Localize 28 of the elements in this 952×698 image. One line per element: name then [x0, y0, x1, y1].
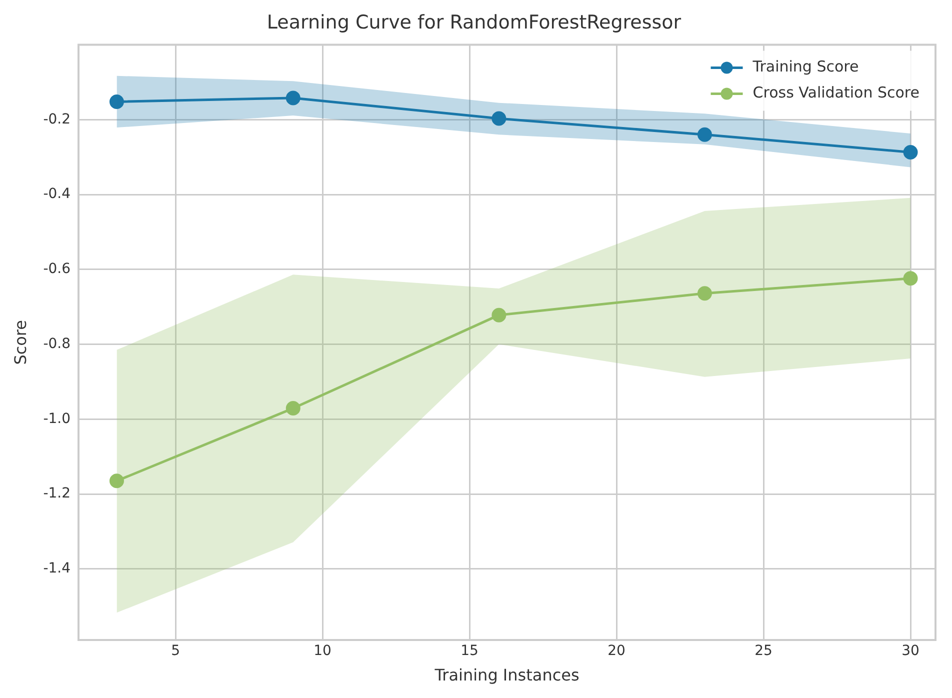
- x-tick-label: 25: [754, 643, 772, 660]
- x-tick-label: 20: [608, 643, 626, 660]
- point: [109, 474, 124, 488]
- point: [286, 90, 300, 106]
- legend-label: Training Score: [752, 58, 859, 76]
- x-tick-label: 5: [171, 643, 180, 660]
- y-tick-label: -0.2: [43, 111, 71, 128]
- point: [492, 111, 506, 126]
- legend-label: Cross Validation Score: [752, 84, 920, 102]
- point: [492, 308, 506, 322]
- point: [697, 127, 712, 142]
- point: [109, 94, 124, 109]
- y-tick-label: -1.0: [43, 410, 71, 427]
- point: [903, 144, 918, 160]
- y-tick-label: -0.4: [43, 186, 71, 202]
- x-axis-title: Training Instances: [434, 666, 580, 685]
- x-tick-label: 15: [460, 643, 478, 660]
- x-tick-label: 30: [902, 643, 920, 660]
- y-axis-title: Score: [10, 320, 30, 365]
- point: [697, 286, 712, 301]
- y-tick-label: -1.4: [43, 560, 71, 577]
- point: [903, 271, 918, 286]
- x-tick-label: 10: [314, 643, 332, 660]
- y-tick-label: -0.8: [43, 336, 71, 352]
- y-tick-label: -0.6: [43, 261, 71, 278]
- chart-title: Learning Curve for RandomForestRegressor: [266, 11, 682, 34]
- point: [286, 401, 300, 416]
- y-tick-label: -1.2: [43, 486, 71, 502]
